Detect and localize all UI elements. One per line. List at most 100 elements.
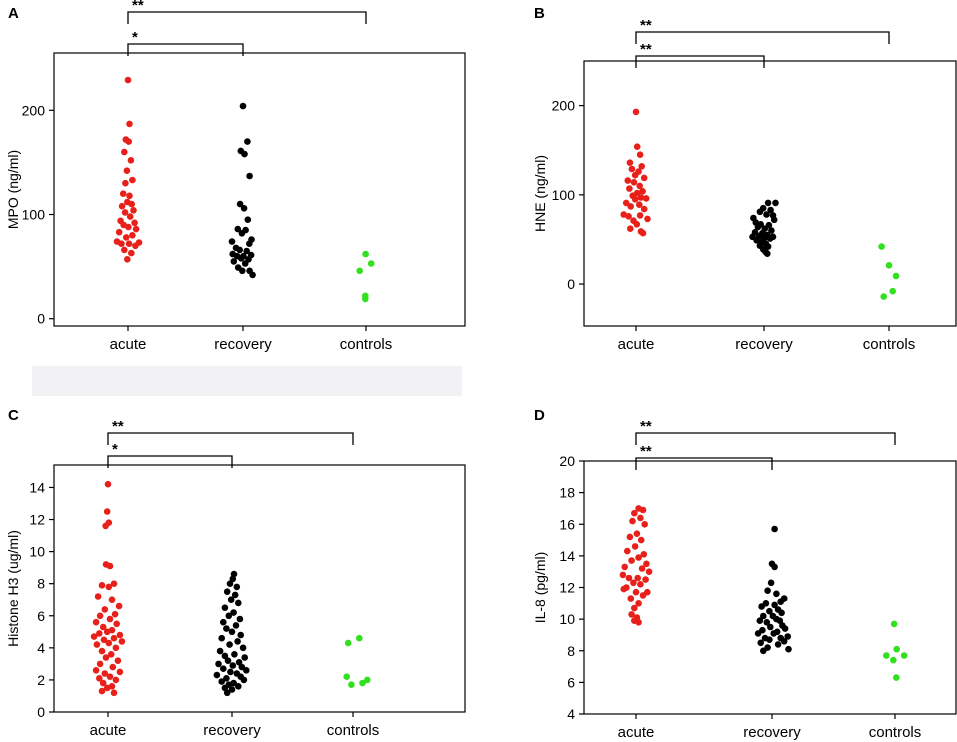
data-point-acute <box>630 579 637 587</box>
data-point-recovery <box>767 579 775 587</box>
data-point-recovery <box>221 604 229 611</box>
panel-letter: B <box>534 5 545 22</box>
data-point-recovery <box>235 599 242 607</box>
panel-b: B 0 100 200 HNE (ng/ml) acute recovery controls… <box>532 5 957 353</box>
data-point-acute <box>619 571 627 579</box>
data-point-recovery <box>773 590 780 598</box>
data-point-acute <box>92 667 100 674</box>
data-point-acute <box>630 179 638 186</box>
data-point-acute <box>642 576 649 583</box>
data-point-acute <box>635 554 642 561</box>
y-tick-label: 6 <box>37 608 45 624</box>
data-point-acute <box>115 228 123 236</box>
data-point-recovery <box>227 668 234 676</box>
data-point-recovery <box>772 199 779 207</box>
data-point-acute <box>638 565 646 572</box>
x-category-label: acute <box>618 336 655 353</box>
data-point-acute <box>626 159 634 166</box>
data-point-acute <box>106 673 114 680</box>
panel-letter: C <box>8 407 19 424</box>
data-point-recovery <box>223 675 230 682</box>
x-category-label: recovery <box>735 336 793 353</box>
data-point-recovery <box>230 609 237 616</box>
data-point-recovery <box>764 243 772 250</box>
data-point-acute <box>624 547 631 555</box>
data-point-recovery <box>218 634 225 642</box>
data-point-recovery <box>220 665 227 672</box>
data-point-acute <box>638 163 645 170</box>
data-point-acute <box>637 581 644 588</box>
data-point-acute <box>125 138 132 145</box>
data-point-recovery <box>754 223 762 231</box>
y-tick-label: 6 <box>567 674 575 690</box>
data-point-recovery <box>235 683 242 690</box>
data-point-recovery <box>236 200 244 208</box>
data-point-recovery <box>241 150 248 158</box>
data-point-acute <box>639 229 647 237</box>
data-point-recovery <box>756 617 764 624</box>
y-axis-title: MPO (ng/ml) <box>5 150 21 229</box>
data-point-recovery <box>216 647 224 655</box>
data-point-controls <box>893 645 900 653</box>
data-point-acute <box>110 580 118 587</box>
data-point-controls <box>892 272 900 280</box>
data-point-acute <box>633 221 641 228</box>
data-point-acute <box>110 689 118 697</box>
data-point-acute <box>132 225 140 233</box>
x-category-label: recovery <box>203 722 261 739</box>
y-axis-title: Histone H3 (ug/ml) <box>5 530 21 647</box>
data-point-acute <box>636 151 644 158</box>
data-point-acute <box>98 582 106 589</box>
data-point-acute <box>102 522 109 530</box>
data-point-recovery <box>230 258 238 265</box>
data-point-acute <box>629 517 636 525</box>
data-point-acute <box>642 195 650 202</box>
data-point-acute <box>127 157 135 164</box>
data-point-recovery <box>239 267 246 275</box>
y-tick-label: 20 <box>559 453 575 469</box>
data-point-acute <box>110 634 118 642</box>
data-point-recovery <box>766 235 774 242</box>
data-point-recovery <box>228 686 236 693</box>
data-point-controls <box>885 262 893 269</box>
y-tick-label: 16 <box>559 516 575 532</box>
data-point-acute <box>115 602 123 610</box>
data-point-acute <box>105 583 113 591</box>
panel-a: A 0 100 200 MPO (ng/ml) acute recovery controls… <box>5 0 466 353</box>
data-point-acute <box>121 246 128 254</box>
data-point-controls <box>880 293 887 300</box>
data-point-recovery <box>246 172 253 180</box>
significance-label: ** <box>132 0 144 14</box>
data-point-acute <box>636 212 644 219</box>
y-tick-label: 0 <box>567 276 575 292</box>
data-point-recovery <box>229 575 237 583</box>
significance-bracket <box>635 31 890 44</box>
data-point-acute <box>640 551 648 558</box>
data-point-controls <box>878 243 885 250</box>
data-point-recovery <box>223 588 231 595</box>
data-point-recovery <box>770 216 778 224</box>
data-point-acute <box>627 595 635 602</box>
data-point-recovery <box>238 230 246 237</box>
data-point-acute <box>635 619 642 626</box>
data-point-recovery <box>771 525 778 533</box>
data-point-acute <box>622 199 630 207</box>
x-category-label: acute <box>90 722 127 739</box>
x-category-label: recovery <box>743 724 801 741</box>
panel-letter: D <box>534 407 545 424</box>
y-tick-label: 2 <box>37 672 45 688</box>
data-point-recovery <box>227 596 235 603</box>
data-point-recovery <box>758 603 765 610</box>
data-point-acute <box>641 521 648 528</box>
data-point-acute <box>92 618 100 626</box>
significance-bracket <box>127 11 367 24</box>
data-point-recovery <box>231 651 238 658</box>
data-point-recovery <box>767 623 774 631</box>
data-point-acute <box>645 568 653 575</box>
data-point-acute <box>105 639 113 647</box>
data-point-acute <box>124 76 132 84</box>
data-point-acute <box>628 611 635 618</box>
data-point-acute <box>118 638 126 645</box>
data-point-recovery <box>763 619 771 626</box>
data-point-acute <box>96 675 103 682</box>
